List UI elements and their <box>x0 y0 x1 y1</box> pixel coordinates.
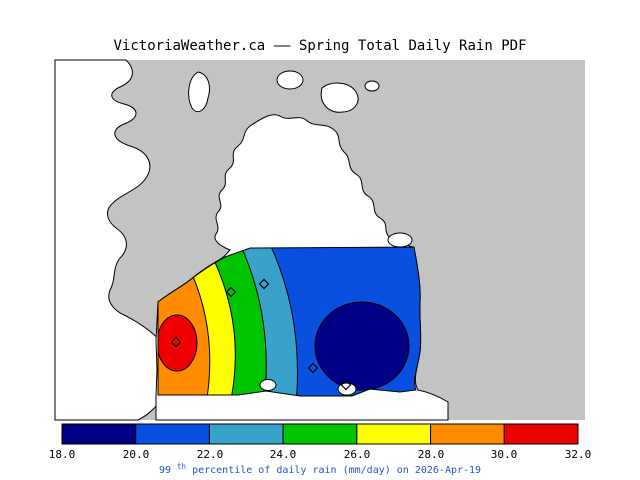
region-coastline <box>157 246 422 397</box>
colorbar-tick-label: 32.0 <box>565 448 592 461</box>
colorbar: 18.0 20.0 22.0 24.0 26.0 28.0 30.0 32.0 <box>49 423 592 461</box>
island <box>276 70 304 90</box>
colorbar-segment <box>430 423 505 445</box>
colorbar-segment <box>503 423 579 445</box>
contour-core-30-32-red <box>158 314 198 372</box>
colorbar-segment <box>135 423 210 445</box>
island <box>188 71 211 113</box>
colorbar-tick-label: 30.0 <box>491 448 518 461</box>
harbour-cutout <box>259 379 277 391</box>
station-marker <box>307 362 319 374</box>
island <box>320 82 359 113</box>
colorbar-segment <box>208 423 284 445</box>
colorbar-caption: 99 th percentile of daily rain (mm/day) … <box>159 461 481 476</box>
contour-line <box>213 259 236 396</box>
station-markers <box>170 278 352 391</box>
contour-line <box>191 273 211 396</box>
colorbar-segment <box>61 423 137 445</box>
colorbar-tick-label: 26.0 <box>344 448 371 461</box>
contour-core-18-20-navy <box>314 301 410 391</box>
station-marker <box>340 379 352 391</box>
caption-superscript: th <box>177 462 186 471</box>
colorbar-tick-label: 28.0 <box>418 448 445 461</box>
colorbar-tick-label: 24.0 <box>270 448 297 461</box>
station-marker <box>170 336 182 348</box>
chart-title: VictoriaWeather.ca —— Spring Total Daily… <box>113 38 526 54</box>
station-marker <box>225 286 237 298</box>
caption-text: percentile of daily rain (mm/day) on 202… <box>192 465 481 476</box>
caption-number: 99 <box>159 465 171 476</box>
contour-line <box>267 247 298 396</box>
colorbar-segment <box>356 423 432 445</box>
colorbar-tick-label: 22.0 <box>197 448 224 461</box>
colorbar-tick-label: 20.0 <box>123 448 150 461</box>
colorbar-tick-label: 18.0 <box>49 448 76 461</box>
island <box>387 232 413 248</box>
colorbar-segment <box>282 423 358 445</box>
island <box>364 80 380 92</box>
station-marker <box>258 278 270 290</box>
